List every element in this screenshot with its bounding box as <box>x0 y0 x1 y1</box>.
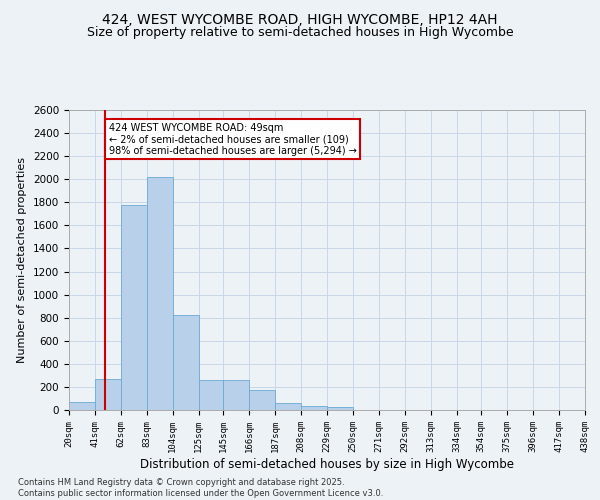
Text: Contains HM Land Registry data © Crown copyright and database right 2025.
Contai: Contains HM Land Registry data © Crown c… <box>18 478 383 498</box>
Text: 424 WEST WYCOMBE ROAD: 49sqm
← 2% of semi-detached houses are smaller (109)
98% : 424 WEST WYCOMBE ROAD: 49sqm ← 2% of sem… <box>109 122 356 156</box>
Y-axis label: Number of semi-detached properties: Number of semi-detached properties <box>17 157 28 363</box>
Bar <box>301 406 327 410</box>
Text: 424, WEST WYCOMBE ROAD, HIGH WYCOMBE, HP12 4AH: 424, WEST WYCOMBE ROAD, HIGH WYCOMBE, HP… <box>102 12 498 26</box>
Bar <box>223 380 249 410</box>
Bar <box>147 177 173 410</box>
Bar <box>95 379 121 410</box>
Bar <box>121 204 147 410</box>
X-axis label: Distribution of semi-detached houses by size in High Wycombe: Distribution of semi-detached houses by … <box>140 458 514 470</box>
Bar <box>69 402 95 410</box>
Text: Size of property relative to semi-detached houses in High Wycombe: Size of property relative to semi-detach… <box>86 26 514 39</box>
Bar <box>249 390 275 410</box>
Bar <box>275 402 301 410</box>
Bar <box>173 316 199 410</box>
Bar <box>199 380 223 410</box>
Bar <box>327 406 353 410</box>
